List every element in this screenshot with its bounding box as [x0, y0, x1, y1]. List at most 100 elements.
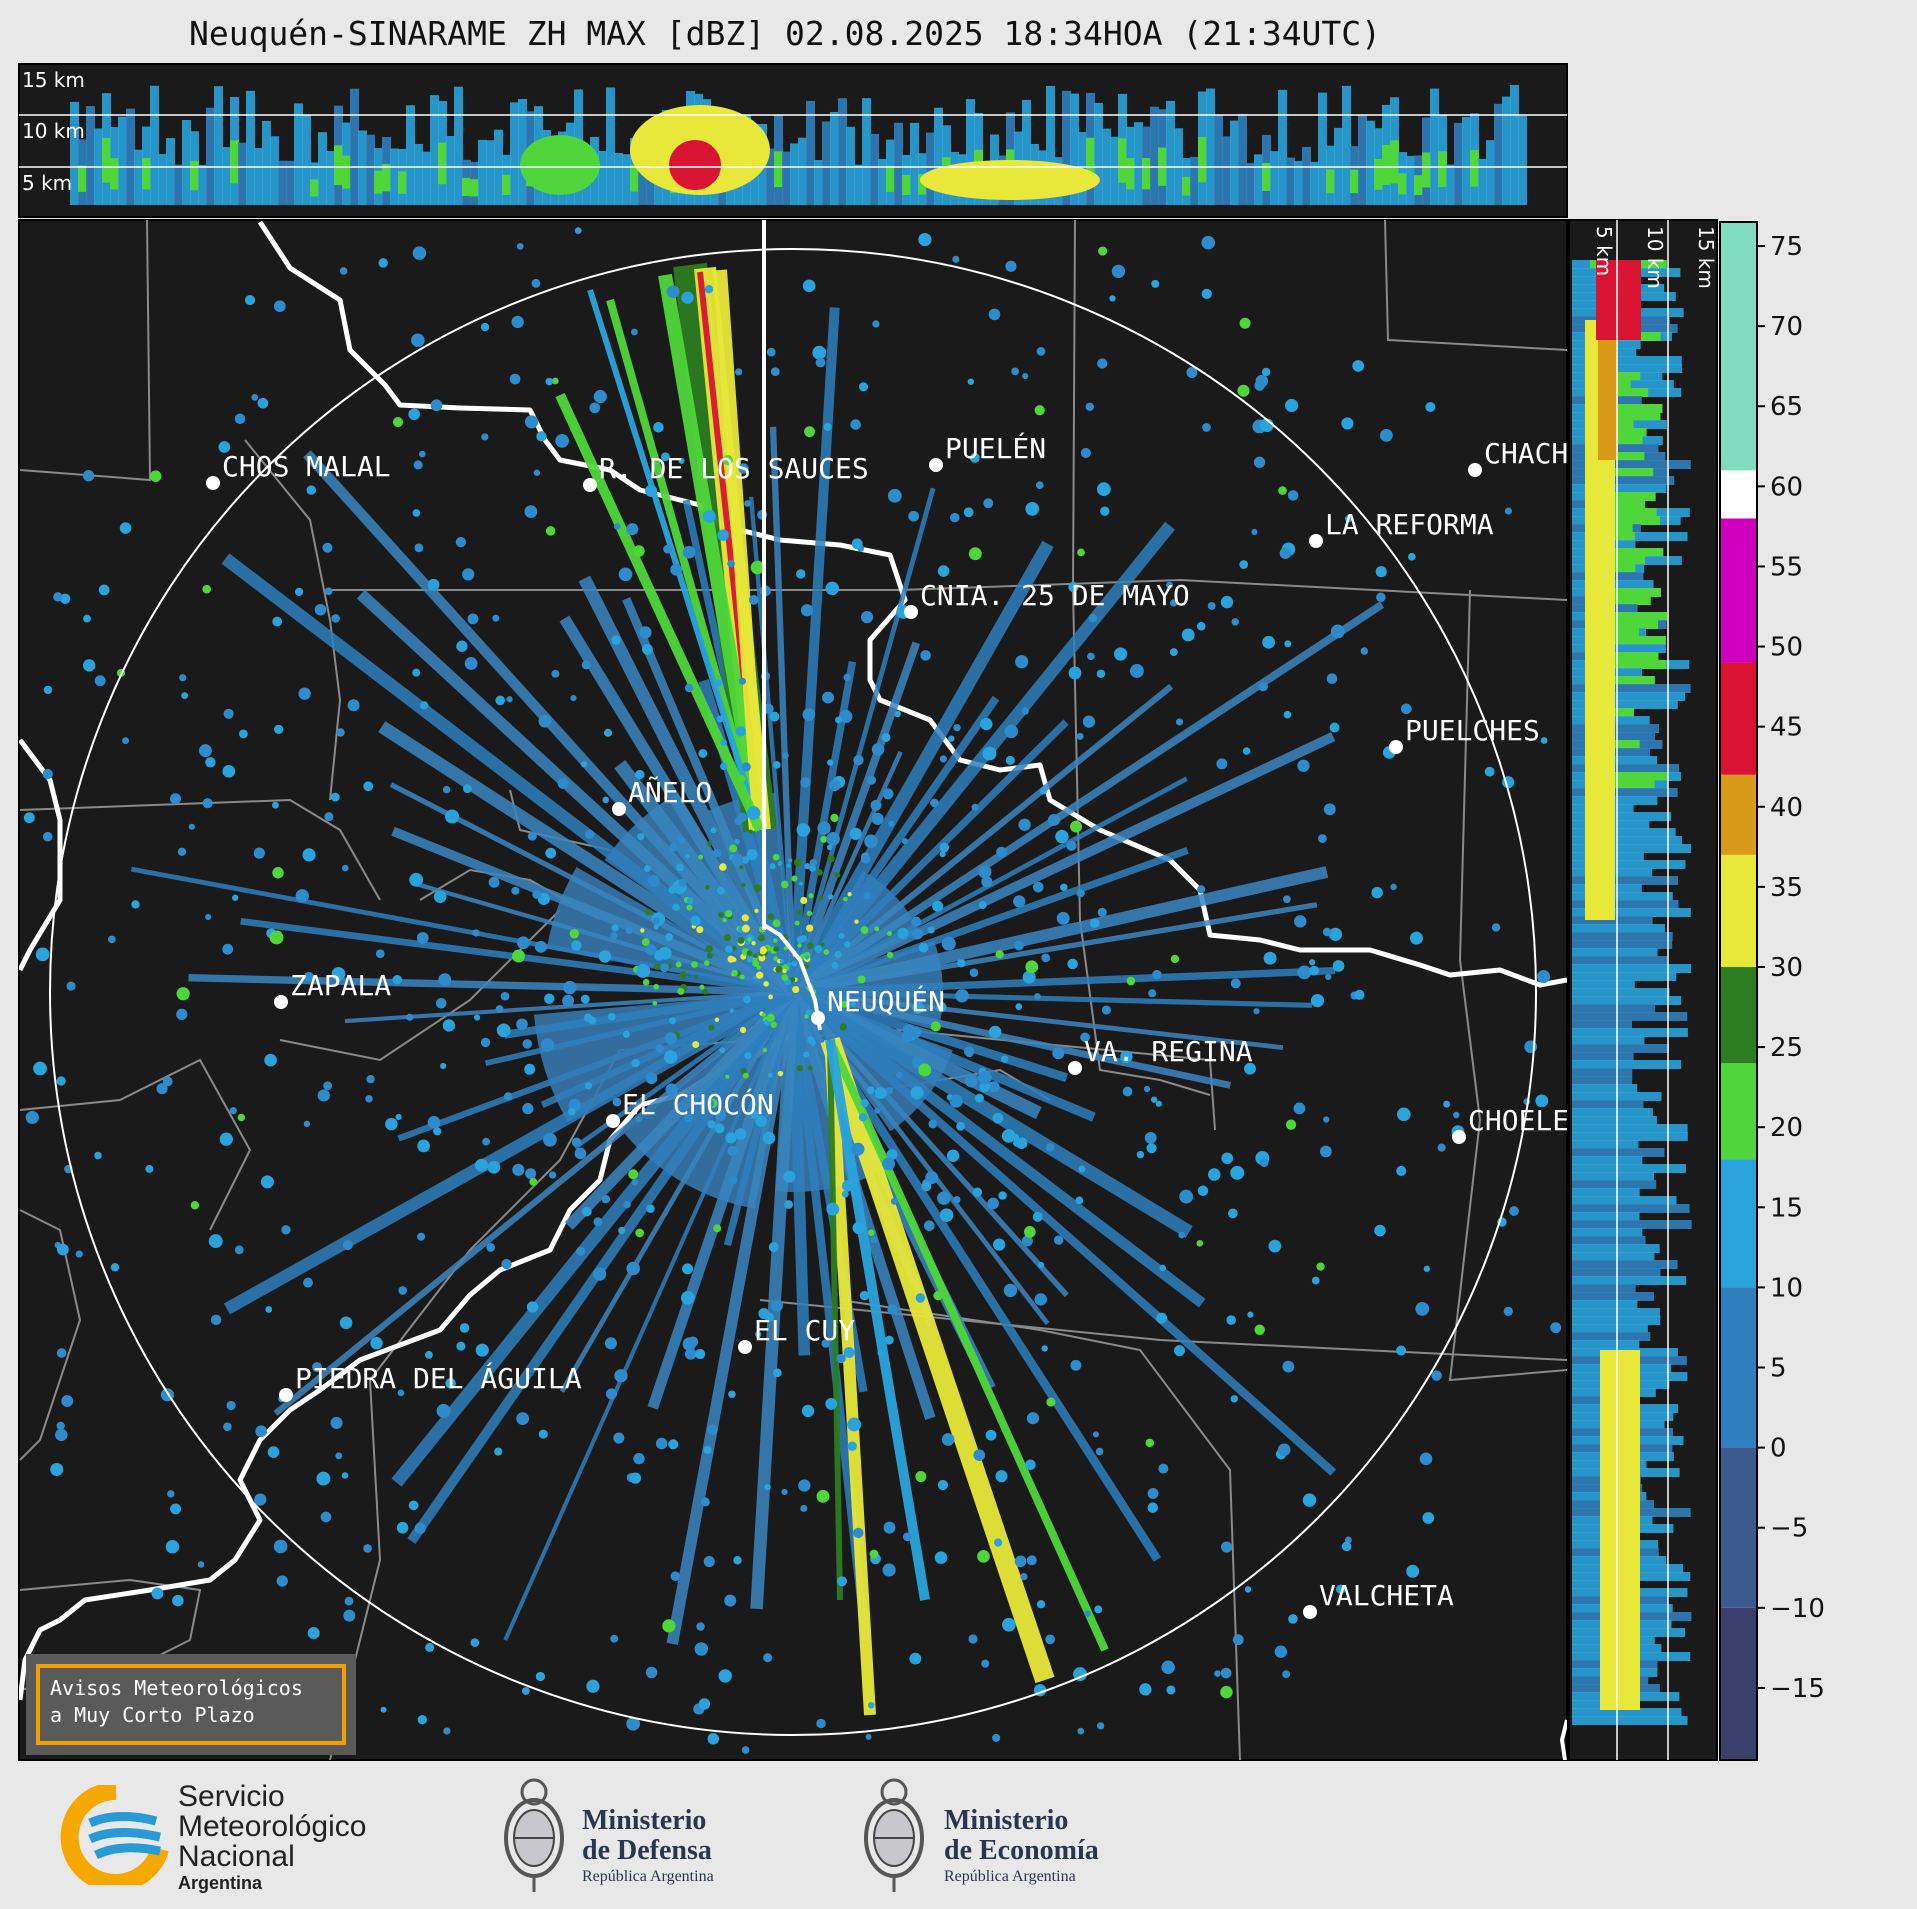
city-label: EL CHOCÓN: [622, 1087, 774, 1121]
city-label: R. DE LOS SAUCES: [599, 452, 869, 485]
city-marker: [606, 1114, 620, 1128]
page-title: Neuquén-SINARAME ZH MAX [dBZ] 02.08.2025…: [188, 14, 1382, 53]
top-km-label: 15 km: [22, 68, 85, 92]
colorbar-tick-label: 0: [1770, 1434, 1787, 1464]
city-label: PUELCHES: [1405, 714, 1540, 747]
city-marker: [1389, 740, 1403, 754]
city-marker: [929, 458, 943, 472]
city-label: NEUQUÉN: [827, 984, 945, 1018]
city-label: EL CUY: [754, 1314, 855, 1347]
colorbar-tick-label: 15: [1770, 1193, 1803, 1223]
avisos-box: Avisos Meteorológicos a Muy Corto Plazo: [26, 1654, 356, 1755]
city-label: LA REFORMA: [1325, 508, 1494, 541]
colorbar-band: [1720, 1447, 1757, 1608]
colorbar-tick-label: 50: [1770, 633, 1803, 663]
colorbar-band: [1720, 966, 1757, 1064]
provincial-boundary-line: [257, 220, 1567, 988]
city-label: VALCHETA: [1319, 1579, 1454, 1612]
colorbar-band: [1720, 662, 1757, 775]
colorbar-tick-label: −5: [1770, 1514, 1808, 1544]
colorbar-tick-label: 5: [1770, 1353, 1787, 1383]
top-km-label: 5 km: [22, 171, 72, 195]
clutter-dots: [23, 227, 1562, 1754]
radar-range-ring: [49, 248, 1537, 1736]
city-marker: [274, 995, 288, 1009]
defensa-line: República Argentina: [582, 1868, 714, 1885]
city-marker: [612, 802, 626, 816]
smn-logo-icon: [60, 1785, 169, 1885]
city-label: CNIA. 25 DE MAYO: [920, 579, 1190, 612]
colorbar-tick-label: 55: [1770, 552, 1803, 582]
city-marker: [811, 1011, 825, 1025]
colorbar-tick-label: 20: [1770, 1113, 1803, 1143]
colorbar-tick-label: 60: [1770, 472, 1803, 502]
top-km-label: 10 km: [22, 119, 85, 143]
smn-line: Argentina: [178, 1873, 263, 1893]
top-cross-section: 15 km 10 km 5 km: [18, 63, 1568, 218]
city-marker: [583, 478, 597, 492]
city-label: PUELÉN: [945, 431, 1046, 465]
city-label: PIEDRA DEL ÁGUILA: [295, 1361, 582, 1395]
city-marker: [904, 605, 918, 619]
economia-line: de Economía: [944, 1835, 1099, 1866]
city-labels: CHOS MALAL R. DE LOS SAUCES PUELÉN CHACH LA …: [206, 431, 1569, 1619]
coat-of-arms-icon: [864, 1778, 924, 1892]
colorbar-band: [1720, 1287, 1757, 1448]
edge-line: [1559, 1719, 1567, 1760]
city-marker: [1468, 463, 1482, 477]
smn-line: Meteorológico: [178, 1810, 367, 1843]
economia-line: República Argentina: [944, 1868, 1076, 1885]
colorbar-tick-label: 10: [1770, 1273, 1803, 1303]
colorbar-band: [1720, 854, 1757, 967]
radar-echoes: [130, 262, 1385, 1716]
city-marker: [1068, 1061, 1082, 1075]
city-marker: [206, 476, 220, 490]
smn-line: Nacional: [178, 1840, 295, 1873]
colorbar-tick-label: 30: [1770, 953, 1803, 983]
colorbar-band: [1720, 1159, 1757, 1288]
colorbar-tick-label: −15: [1770, 1674, 1825, 1704]
colorbar-tick-label: 65: [1770, 392, 1803, 422]
side-km-label: 5 km: [1592, 226, 1616, 276]
colorbar-band: [1720, 470, 1757, 519]
city-label: CHACH: [1484, 437, 1568, 470]
side-km-label: 15 km: [1694, 226, 1718, 289]
defensa-line: de Defensa: [582, 1835, 712, 1866]
side-cross-section: 5 km 10 km 15 km: [1568, 219, 1718, 1761]
colorbar-tick-label: 70: [1770, 312, 1803, 342]
city-label: AÑELO: [628, 775, 712, 809]
side-km-label: 10 km: [1643, 226, 1667, 289]
city-marker: [279, 1388, 293, 1402]
coat-of-arms-icon: [504, 1778, 564, 1892]
colorbar-tick-label: 25: [1770, 1033, 1803, 1063]
defensa-logo-text: Ministerio de Defensa República Argentin…: [582, 1806, 714, 1888]
colorbar-band: [1720, 774, 1757, 855]
colorbar-tick-label: −10: [1770, 1594, 1825, 1624]
colorbar-band: [1720, 1607, 1757, 1760]
smn-line: Servicio: [178, 1780, 285, 1813]
colorbar-tick-label: 35: [1770, 873, 1803, 903]
colorbar-band: [1720, 1063, 1757, 1160]
colorbar-band: [1720, 518, 1757, 663]
city-marker: [1303, 1605, 1317, 1619]
city-marker: [1309, 534, 1323, 548]
city-marker: [738, 1340, 752, 1354]
radar-map: CHOS MALAL R. DE LOS SAUCES PUELÉN CHACH LA …: [18, 219, 1569, 1761]
city-label: ZAPALA: [290, 969, 391, 1002]
city-label: CHOELE: [1468, 1104, 1569, 1137]
colorbar-tick-label: 75: [1770, 232, 1803, 262]
colorbar-tick-label: 45: [1770, 713, 1803, 743]
colorbar-tick-label: 40: [1770, 793, 1803, 823]
city-label: VA. REGINA: [1084, 1035, 1253, 1068]
avisos-line: Avisos Meteorológicos: [50, 1676, 303, 1700]
city-marker: [1452, 1130, 1466, 1144]
colorbar-band: [1720, 222, 1757, 471]
city-label: CHOS MALAL: [222, 450, 391, 483]
cross-section-line: [762, 923, 822, 1031]
economia-line: Ministerio: [944, 1805, 1069, 1836]
smn-logo-text: Servicio Meteorológico Nacional Argentin…: [178, 1782, 366, 1894]
avisos-line: a Muy Corto Plazo: [50, 1703, 255, 1727]
defensa-line: Ministerio: [582, 1805, 707, 1836]
